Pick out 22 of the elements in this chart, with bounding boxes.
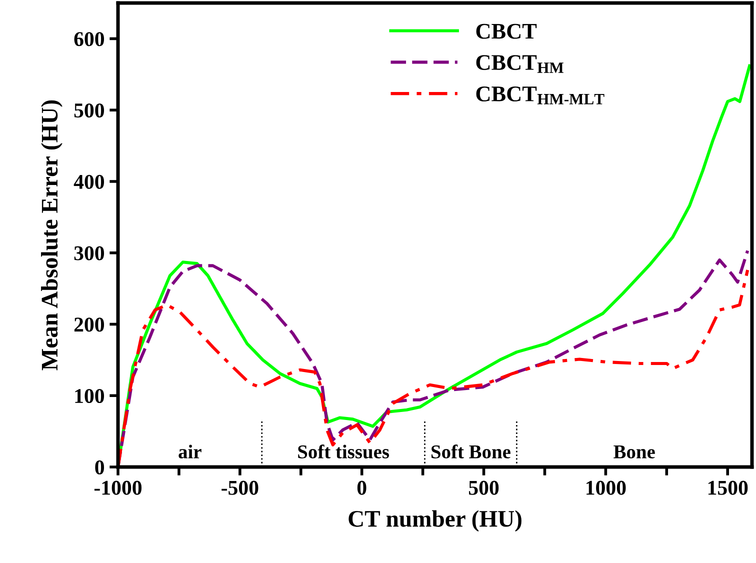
x-tick-label: 500 [468, 480, 499, 495]
legend-label: CBCT [476, 24, 537, 39]
annotation: Bone [614, 445, 655, 458]
y-tick-label: 600 [74, 32, 104, 46]
x-tick-label: 1000 [586, 480, 626, 495]
legend-label: CBCT$_{HM-MLT}$ [476, 86, 604, 104]
x-tick-label: 1500 [708, 480, 748, 495]
y-tick-label: 0 [95, 460, 104, 474]
x-axis-title: CT number (HU) [348, 510, 522, 532]
annotation: air [178, 444, 202, 458]
y-tick-label: 300 [74, 246, 104, 260]
y-tick-label: 100 [75, 388, 104, 404]
y-axis-title: Mean Absolute Errer (HU) [41, 100, 62, 370]
x-tick-label: -500 [222, 480, 258, 495]
y-tick-label: 200 [74, 318, 104, 332]
x-tick-label: 0 [357, 480, 366, 495]
y-tick-label: 500 [74, 103, 104, 118]
annotation: Soft Bone [432, 444, 510, 458]
y-tick-label: 400 [74, 174, 104, 189]
x-tick-label: -1000 [94, 480, 142, 495]
legend-label: CBCT$_{HM}$ [476, 55, 564, 73]
annotation: Soft tissues [298, 444, 390, 458]
